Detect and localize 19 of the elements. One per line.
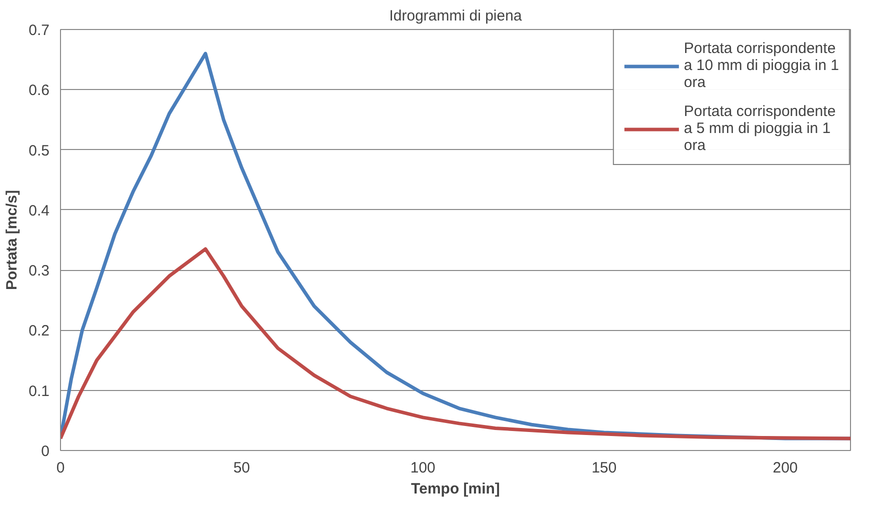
x-axis-title: Tempo [min] xyxy=(411,480,500,498)
legend-label: Portata corrispondente a 10 mm di pioggia in 1 ora xyxy=(684,40,839,91)
y-tick-label: 0.1 xyxy=(28,382,50,400)
x-tick-label: 50 xyxy=(233,460,250,476)
x-tick-label: 150 xyxy=(592,460,617,476)
x-tick-label: 0 xyxy=(56,460,65,476)
y-tick-label: 0.5 xyxy=(28,142,50,160)
legend-label: Portata corrispondente a 5 mm di pioggia in 1 ora xyxy=(684,103,836,154)
y-tick-label: 0.4 xyxy=(28,202,50,220)
y-tick-label: 0 xyxy=(41,443,50,460)
y-tick-label: 0.3 xyxy=(28,262,50,280)
chart-title: Idrogrammi di piena xyxy=(389,8,522,24)
line-series xyxy=(60,247,850,440)
y-tick-label: 0.6 xyxy=(28,82,50,100)
y-tick-label: 0.2 xyxy=(28,322,50,340)
y-axis-title: Portata [mc/s] xyxy=(4,190,21,290)
x-tick-label: 200 xyxy=(772,460,798,476)
x-tick-label: 100 xyxy=(410,460,436,476)
y-tick-label: 0.7 xyxy=(28,22,50,39)
